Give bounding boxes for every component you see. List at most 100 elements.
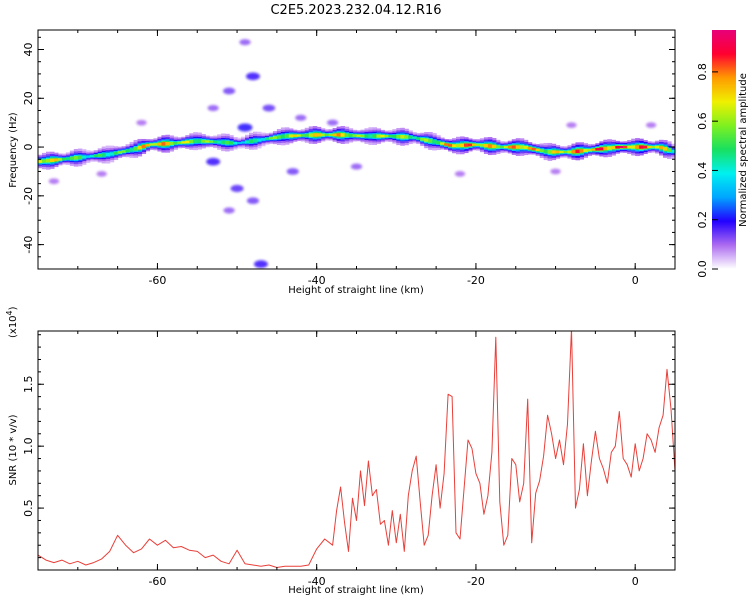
spectrogram-blob — [48, 178, 60, 185]
spectrogram-cell — [177, 141, 182, 144]
spectrogram-blob — [230, 184, 244, 193]
y-tick-label: 0.5 — [22, 499, 35, 516]
colorbar-ticks: 0.0 0.2 0.4 0.6 0.8 — [696, 63, 718, 278]
spectrogram-cell — [372, 134, 378, 138]
spectrogram-cell — [523, 145, 529, 149]
spectrogram-cell — [344, 133, 350, 137]
colorbar: 0.0 0.2 0.4 0.6 0.8 Normalized spectral ampl… — [696, 30, 749, 278]
spectrogram-cell — [101, 153, 107, 157]
spectrogram-cell — [424, 138, 429, 142]
spectrogram-cell — [364, 134, 370, 138]
spectrogram-cell — [452, 144, 457, 148]
spectrogram-blob — [207, 104, 219, 112]
spectrogram-cell — [412, 136, 417, 139]
spectrogram-cell — [551, 150, 557, 154]
spectrogram-cell — [49, 158, 55, 162]
spectrogram-blob — [253, 260, 268, 268]
spectrogram-cell — [280, 134, 286, 139]
spectrogram-cell — [233, 141, 238, 145]
spectrogram-cell — [591, 148, 596, 151]
spectrogram-cell — [209, 140, 214, 143]
y-tick-label: 20 — [22, 91, 35, 105]
spectrogram-cell — [619, 145, 624, 149]
spectrogram-cell — [376, 134, 381, 138]
y-tick-label: 1.5 — [22, 375, 35, 393]
spectrogram-cell — [229, 141, 234, 145]
spectrogram-cell — [444, 143, 449, 146]
spectrogram-cell — [579, 149, 585, 153]
spectrogram-ylabel: Frequency (Hz) — [8, 112, 19, 188]
spectrogram-cell — [217, 140, 222, 144]
spectrogram-cell — [428, 139, 433, 143]
spectrogram-cell — [197, 139, 202, 143]
snr-ticks: -60 -40 -20 0 0.5 1.0 1.5 — [22, 331, 675, 588]
spectrogram-cell — [456, 143, 461, 148]
y-tick-label: -40 — [22, 236, 35, 254]
spectrogram-cell — [471, 143, 477, 146]
spectrogram-cell — [643, 145, 648, 149]
spectrogram-cell — [651, 145, 656, 149]
colorbar-label: Normalized spectral amplitude — [738, 73, 749, 227]
spectrogram-cell — [161, 142, 166, 146]
spectrogram-cell — [53, 158, 59, 162]
spectrogram-cell — [495, 145, 501, 149]
spectrogram-cell — [205, 140, 210, 143]
spectrogram-cell — [380, 134, 385, 138]
x-tick-label: -20 — [467, 575, 485, 588]
spectrogram-cell — [563, 150, 569, 154]
colorbar-tick-label: 0.2 — [696, 211, 709, 229]
spectrogram-cell — [559, 150, 565, 154]
spectrogram-cell — [519, 145, 525, 149]
spectrogram-cell — [547, 150, 553, 154]
spectrogram-blob — [223, 207, 235, 214]
spectrogram-cell — [543, 149, 549, 154]
spectrogram-cell — [639, 145, 644, 149]
spectrogram-cell — [85, 155, 91, 158]
snr-panel: -60 -40 -20 0 0.5 1.0 1.5 Height of straight l… — [5, 306, 676, 596]
spectrogram-cell — [667, 148, 672, 152]
spectrogram-cell — [571, 150, 577, 154]
spectrogram-cell — [432, 140, 437, 144]
colorbar-tick-label: 0.8 — [696, 63, 709, 81]
spectrogram-cell — [169, 141, 174, 146]
spectrogram-cell — [65, 157, 71, 160]
spectrogram-cell — [631, 145, 636, 149]
spectrogram-cell — [356, 134, 362, 137]
snr-ylabel: SNR (10 * v/v) — [8, 414, 19, 485]
spectrogram-cell — [113, 151, 119, 155]
spectrogram-blob — [223, 87, 236, 95]
spectrogram-cell — [181, 141, 186, 144]
spectrogram-cell — [89, 155, 95, 158]
spectrogram-cell — [659, 146, 664, 150]
spectrogram-cell — [272, 136, 278, 139]
colorbar-tick-label: 0.0 — [696, 260, 709, 278]
heatmap-layer — [38, 39, 675, 268]
spectrogram-cell — [268, 137, 274, 140]
spectrogram-cell — [595, 148, 600, 151]
spectrogram-panel: -60 -40 -20 0 -40 -20 0 20 40 Height of straight… — [8, 29, 676, 296]
spectrogram-cell — [396, 134, 401, 139]
spectrogram-cell — [292, 134, 298, 137]
spectrogram-cell — [276, 135, 282, 139]
spectrogram-cell — [491, 144, 497, 149]
spectrogram-cell — [671, 149, 675, 153]
spectrogram-cell — [627, 145, 632, 149]
spectrogram-cell — [308, 133, 314, 137]
x-tick-label: 0 — [632, 274, 639, 287]
spectrogram-cell — [352, 134, 358, 137]
spectrogram-cell — [487, 144, 493, 148]
spectrogram-cell — [336, 133, 342, 137]
spectrogram-cell — [213, 140, 218, 144]
snr-xlabel: Height of straight line (km) — [288, 585, 424, 596]
spectrogram-ticks: -60 -40 -20 0 -40 -20 0 20 40 — [22, 30, 675, 287]
spectrogram-cell — [539, 149, 545, 153]
spectrogram-cell — [288, 134, 294, 138]
spectrogram-cell — [61, 157, 67, 161]
colorbar-tick-label: 0.6 — [696, 112, 709, 130]
spectrogram-cell — [145, 144, 151, 147]
spectrogram-blob — [295, 114, 307, 121]
spectrogram-cell — [189, 139, 194, 144]
spectrogram-cell — [499, 145, 505, 149]
spectrogram-cell — [121, 150, 127, 153]
spectrogram-cell — [635, 145, 640, 149]
